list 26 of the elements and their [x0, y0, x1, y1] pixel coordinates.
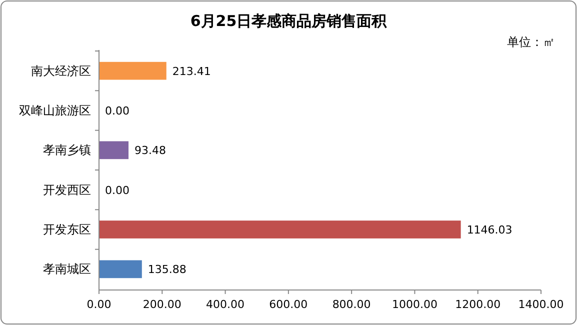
y-tick-label: 开发东区 — [43, 222, 91, 237]
x-tick-label: 800.00 — [332, 298, 371, 311]
x-tick-label: 400.00 — [206, 298, 245, 311]
y-tick-label: 孝南乡镇 — [43, 143, 91, 158]
data-label: 213.41 — [172, 64, 211, 78]
x-tick-label: 1000.00 — [392, 298, 438, 311]
y-tick-label: 双峰山旅游区 — [19, 103, 91, 118]
data-label: 0.00 — [105, 104, 130, 118]
text: 单位：㎡ — [507, 35, 555, 49]
bar — [99, 141, 129, 160]
bar — [99, 62, 166, 80]
y-tick-label: 开发西区 — [43, 182, 91, 197]
data-label: 1146.03 — [466, 224, 512, 237]
chart-title: 6月25日孝感商品房销售面积 — [190, 12, 388, 30]
x-tick-label: 1200.00 — [455, 298, 501, 311]
x-tick-label: 1400.00 — [518, 298, 564, 311]
bar — [99, 260, 142, 278]
bar — [99, 220, 461, 238]
x-tick-label: 600.00 — [269, 298, 308, 311]
x-tick-label: 0.00 — [86, 298, 112, 311]
data-label: 93.48 — [134, 144, 166, 158]
y-tick-label: 孝南城区 — [43, 262, 91, 276]
x-tick-label: 200.00 — [142, 298, 182, 311]
data-label: 0.00 — [105, 184, 130, 197]
y-tick-label: 南大经济区 — [31, 64, 91, 78]
data-label: 135.88 — [148, 263, 186, 276]
